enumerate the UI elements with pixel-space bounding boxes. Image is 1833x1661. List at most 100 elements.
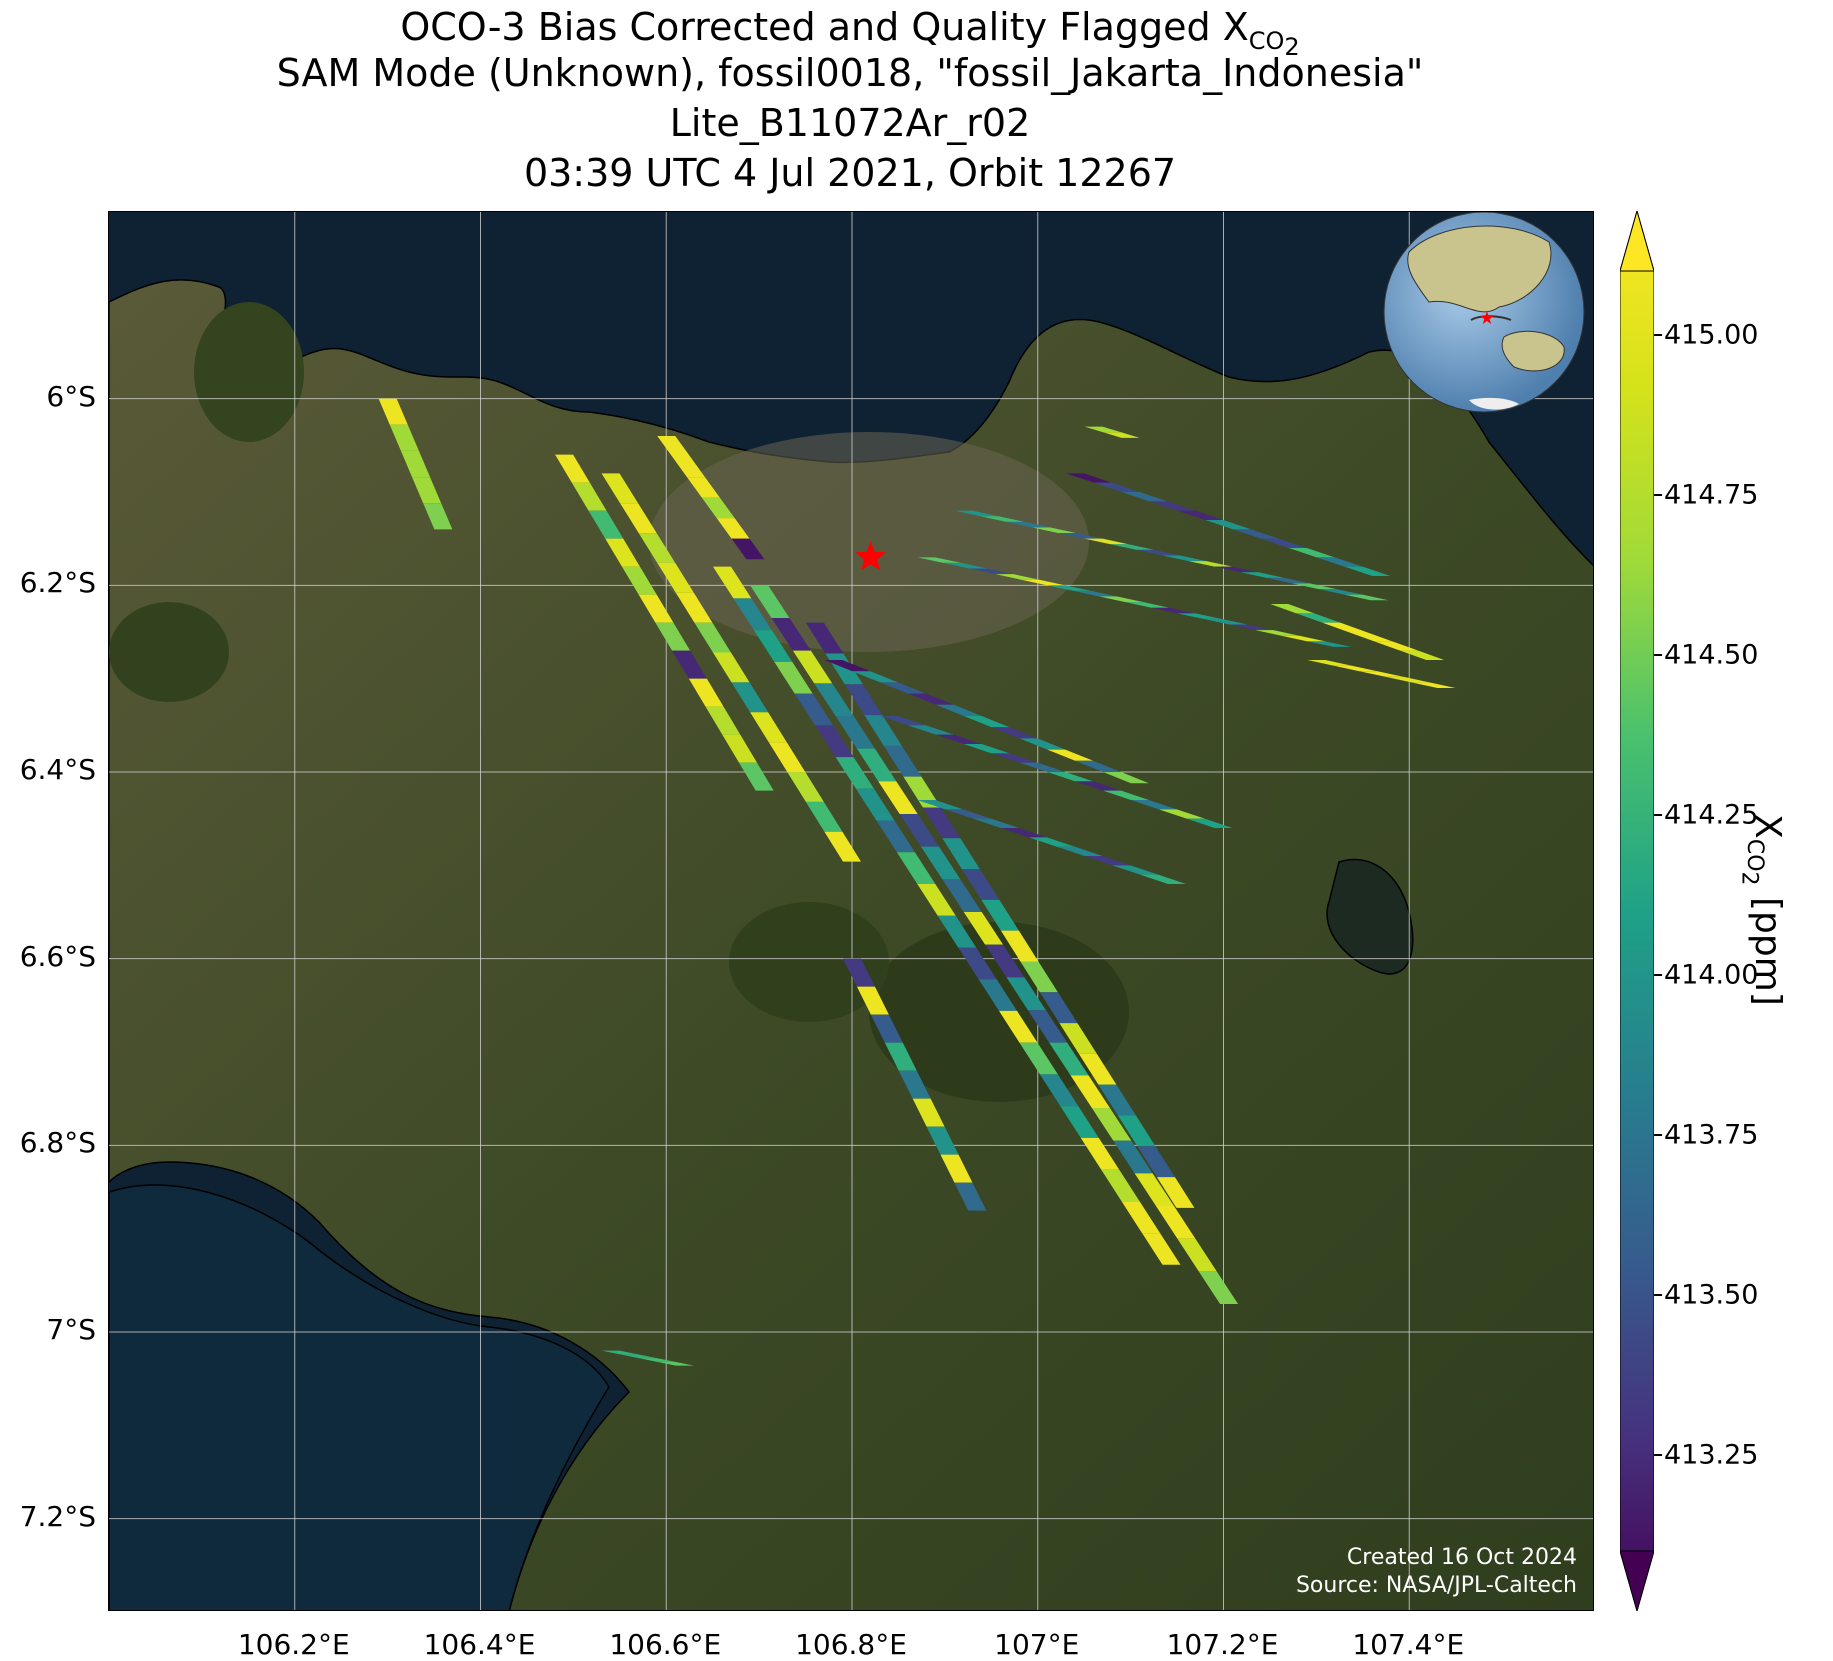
footprint-14-5 [1400, 650, 1445, 660]
lon-tick-5: 107.2°E [1166, 1628, 1279, 1661]
target-star [855, 541, 886, 571]
footprint-13-1 [1093, 482, 1140, 492]
footprint-3-5 [731, 538, 765, 560]
footprint-5-15 [1070, 1075, 1110, 1108]
lon-tick-0: 106.2°E [237, 1628, 350, 1661]
footprint-15-1 [1333, 665, 1378, 672]
footprint-4-21 [1142, 1233, 1181, 1265]
lon-tick-4: 107°E [994, 1628, 1080, 1661]
footprint-2-10 [787, 772, 824, 802]
lat-tick-1: 6.2°S [19, 566, 96, 600]
footprint-1-1 [571, 482, 607, 511]
colorbar-tick-mark-7 [1654, 334, 1662, 336]
footprint-6-8 [961, 869, 1000, 900]
footprint-10-7 [1112, 865, 1159, 875]
colorbar-tick-3: 414.00 [1664, 959, 1759, 991]
footprint-13-3 [1149, 501, 1196, 511]
title-line-2: SAM Mode (Unknown), fossil0018, "fossil_… [276, 51, 1424, 95]
footprint-15-4 [1411, 682, 1456, 688]
footprint-11-1 [943, 562, 988, 569]
footprint-12-7 [1136, 549, 1181, 556]
footprint-4-20 [1121, 1201, 1161, 1234]
footprint-6-3 [864, 715, 902, 746]
footprint-5-21 [1198, 1271, 1239, 1304]
footprint-8-4 [935, 704, 982, 716]
footprint-9-7 [1075, 781, 1122, 791]
footprint-8-6 [991, 727, 1038, 739]
footprint-8-1 [852, 671, 899, 683]
footprint-1-0 [555, 454, 590, 483]
footprint-9-9 [1130, 800, 1177, 810]
footprint-5-16 [1091, 1108, 1132, 1141]
footprint-11-6 [1073, 590, 1118, 597]
lat-tick-3: 6.6°S [19, 939, 96, 973]
footprint-5-8 [921, 846, 961, 880]
title-line-1: OCO-3 Bias Corrected and Quality Flagged… [400, 5, 1300, 61]
footprint-10-6 [1084, 856, 1131, 866]
footprint-2-7 [731, 682, 769, 713]
title-line-4: 03:39 UTC 4 Jul 2021, Orbit 12267 [523, 151, 1177, 195]
footprint-7-7 [940, 1154, 973, 1183]
footprint-10-4 [1028, 837, 1075, 847]
footprint-5-5 [856, 748, 897, 782]
footprint-6-18 [1156, 1177, 1195, 1208]
colorbar-tick-mark-0 [1654, 1454, 1662, 1456]
map-panel[interactable]: ★ Created 16 Oct 2024 Source: NASA/JPL-C… [108, 211, 1594, 1611]
footprint-10-1 [945, 809, 992, 819]
footprint-1-10 [722, 734, 757, 763]
footprint-4-15 [1019, 1042, 1058, 1075]
footprint-13-9 [1316, 557, 1363, 567]
footprint-2-0 [601, 473, 639, 504]
colorbar-tick-mark-5 [1654, 654, 1662, 656]
footprint-5-0 [750, 585, 790, 618]
footprint-7-6 [926, 1126, 959, 1155]
colorbar-tick-mark-3 [1654, 974, 1662, 976]
footprint-5-12 [1006, 977, 1046, 1010]
footprint-8-10 [1103, 772, 1149, 784]
footprint-1-7 [672, 650, 707, 679]
footprint-6-6 [922, 807, 961, 839]
footprint-8-5 [963, 716, 1010, 728]
volcano-salak [729, 902, 889, 1022]
footprint-13-10 [1344, 566, 1391, 576]
footprint-2-3 [657, 562, 694, 593]
footprint-4-16 [1039, 1074, 1079, 1107]
footprint-0-3 [412, 477, 442, 504]
title-line-3: Lite_B11072Ar_r02 [669, 101, 1031, 145]
footprint-2-6 [712, 652, 750, 683]
footprint-8-8 [1047, 749, 1094, 761]
footprint-11-7 [1099, 596, 1144, 603]
colorbar-tick-4: 414.25 [1664, 799, 1759, 831]
footprint-14-4 [1374, 641, 1419, 651]
footprint-5-18 [1134, 1173, 1174, 1206]
footprint-9-10 [1158, 809, 1205, 819]
footprint-0-0 [378, 398, 408, 425]
footprint-12-3 [1032, 527, 1077, 534]
footprint-4-4 [794, 693, 834, 726]
footprint-8-7 [1019, 738, 1066, 750]
footprint-11-2 [969, 568, 1014, 575]
footprint-10-2 [973, 818, 1019, 828]
footprint-15-3 [1385, 676, 1430, 683]
footprint-7-4 [898, 1070, 931, 1099]
svg-text:★: ★ [1479, 308, 1495, 329]
footprint-12-8 [1162, 555, 1207, 562]
footprint-6-7 [942, 838, 980, 870]
colorbar-tick-mark-2 [1654, 1134, 1662, 1136]
colorbar-tick-mark-6 [1654, 494, 1662, 496]
footprint-12-15 [1344, 594, 1389, 601]
colorbar-tick-6: 414.75 [1664, 479, 1759, 511]
footprint-9-3 [963, 744, 1010, 754]
footprint-2-12 [824, 831, 861, 862]
footprint-4-9 [896, 852, 936, 884]
footprint-4-5 [815, 725, 854, 758]
colorbar-tick-5: 414.50 [1664, 639, 1759, 671]
footprint-1-8 [688, 678, 724, 707]
lat-tick-2: 6.4°S [19, 753, 96, 786]
urban-area [649, 432, 1089, 652]
footprint-5-13 [1027, 1010, 1068, 1043]
footprint-1-4 [621, 566, 657, 595]
footprint-7-2 [870, 1014, 903, 1043]
colorbar-tick-mark-4 [1654, 814, 1662, 816]
footprint-6-2 [844, 684, 883, 716]
